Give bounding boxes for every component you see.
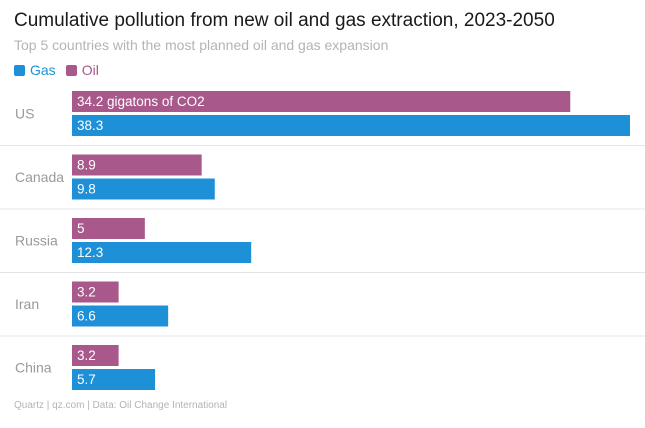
value-label-oil-us: 34.2 gigatons of CO2 <box>77 94 205 109</box>
legend-swatch-gas <box>14 64 25 76</box>
value-label-gas-us: 38.3 <box>77 118 103 133</box>
chart-title: Cumulative pollution from new oil and ga… <box>14 10 555 31</box>
legend-swatch-oil <box>65 64 77 76</box>
chart-legend: Gas Oil <box>14 62 109 78</box>
category-label-russia: Russia <box>15 233 58 249</box>
value-label-gas-canada: 9.8 <box>77 182 96 197</box>
bar-oil-china <box>72 345 119 366</box>
value-label-oil-canada: 8.9 <box>77 158 96 173</box>
bar-gas-russia <box>72 242 252 263</box>
value-label-oil-china: 3.2 <box>77 348 96 363</box>
value-label-gas-china: 5.7 <box>77 372 96 387</box>
category-label-iran: Iran <box>15 296 39 312</box>
value-label-oil-russia: 5 <box>77 221 85 236</box>
bar-oil-canada <box>72 154 202 176</box>
category-label-us: US <box>15 106 34 122</box>
bar-gas-iran <box>72 305 169 327</box>
chart-subtitle: Top 5 countries with the most planned oi… <box>14 37 389 53</box>
bar-gas-us <box>72 115 630 136</box>
legend-label-gas: Gas <box>30 62 56 78</box>
bar-oil-iran <box>72 281 119 303</box>
legend-label-oil: Oil <box>81 62 99 78</box>
bar-oil-russia <box>72 218 145 239</box>
value-label-gas-iran: 6.6 <box>77 309 96 324</box>
legend-item-oil: Oil <box>65 62 99 78</box>
value-label-oil-iran: 3.2 <box>77 285 96 300</box>
bar-gas-china <box>72 369 156 390</box>
category-label-canada: Canada <box>15 169 64 185</box>
category-label-china: China <box>15 360 52 376</box>
bar-gas-canada <box>72 178 215 200</box>
legend-item-gas: Gas <box>14 62 56 78</box>
bar-oil-us <box>72 91 571 112</box>
value-label-gas-russia: 12.3 <box>77 245 103 260</box>
chart-source: Quartz | qz.com | Data: Oil Change Inter… <box>14 400 228 411</box>
